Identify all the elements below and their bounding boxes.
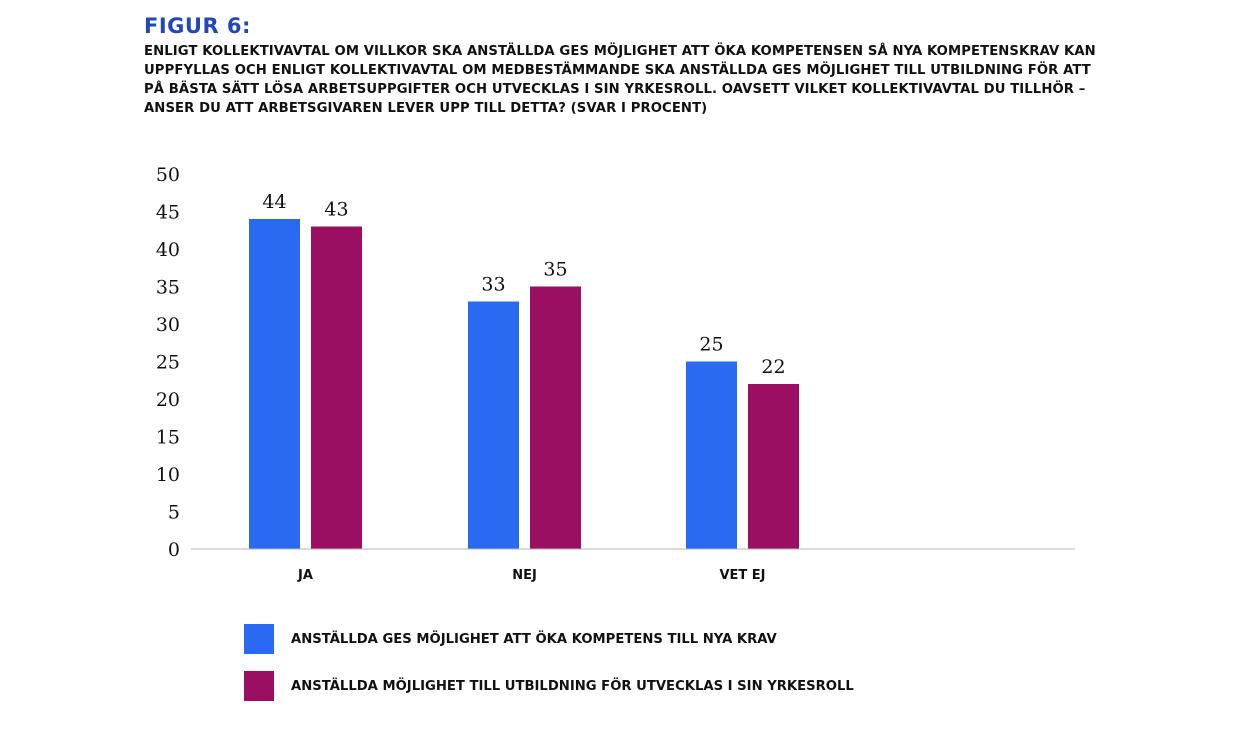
bar (468, 301, 519, 549)
bar-chart: 0 5 10 15 20 25 30 35 40 45 50 44 33 25 43 35 22 JA NEJ V… (156, 164, 1075, 583)
y-tick-label: 30 (156, 314, 180, 336)
legend-label: ANSTÄLLDA MÖJLIGHET TILL UTBILDNING FÖR … (291, 678, 854, 694)
x-tick-label: VET EJ (719, 568, 765, 583)
y-tick-label: 45 (156, 202, 180, 224)
legend-swatch (244, 671, 274, 701)
y-axis: 0 5 10 15 20 25 30 35 40 45 50 (156, 164, 180, 561)
legend: ANSTÄLLDA GES MÖJLIGHET ATT ÖKA KOMPETEN… (244, 624, 854, 718)
data-label: 43 (324, 199, 348, 221)
y-tick-label: 15 (156, 427, 180, 449)
y-tick-label: 0 (168, 539, 180, 561)
data-label: 25 (699, 334, 723, 356)
data-label: 22 (761, 356, 785, 378)
y-tick-label: 20 (156, 389, 180, 411)
y-tick-label: 35 (156, 277, 180, 299)
y-tick-label: 40 (156, 239, 180, 261)
legend-swatch (244, 624, 274, 654)
figure-label: FIGUR 6: (144, 14, 251, 38)
legend-label: ANSTÄLLDA GES MÖJLIGHET ATT ÖKA KOMPETEN… (291, 631, 777, 647)
x-axis: JA NEJ VET EJ (297, 568, 765, 583)
data-label: 35 (543, 259, 567, 281)
bar (249, 219, 300, 549)
bar (311, 226, 362, 549)
figure-title: ENLIGT KOLLEKTIVAVTAL OM VILLKOR SKA ANS… (144, 44, 1096, 116)
x-tick-label: NEJ (512, 568, 537, 583)
bar (530, 286, 581, 549)
bar (748, 384, 799, 549)
data-label: 33 (481, 274, 505, 296)
y-tick-label: 10 (156, 464, 180, 486)
data-labels: 44 33 25 43 35 22 (262, 191, 785, 378)
y-tick-label: 25 (156, 352, 180, 374)
data-label: 44 (262, 191, 286, 213)
y-tick-label: 50 (156, 164, 180, 186)
legend-item: ANSTÄLLDA GES MÖJLIGHET ATT ÖKA KOMPETEN… (244, 624, 854, 654)
legend-item: ANSTÄLLDA MÖJLIGHET TILL UTBILDNING FÖR … (244, 671, 854, 701)
y-tick-label: 5 (168, 502, 180, 524)
x-tick-label: JA (297, 568, 313, 583)
bars (249, 219, 799, 549)
bar (686, 361, 737, 549)
